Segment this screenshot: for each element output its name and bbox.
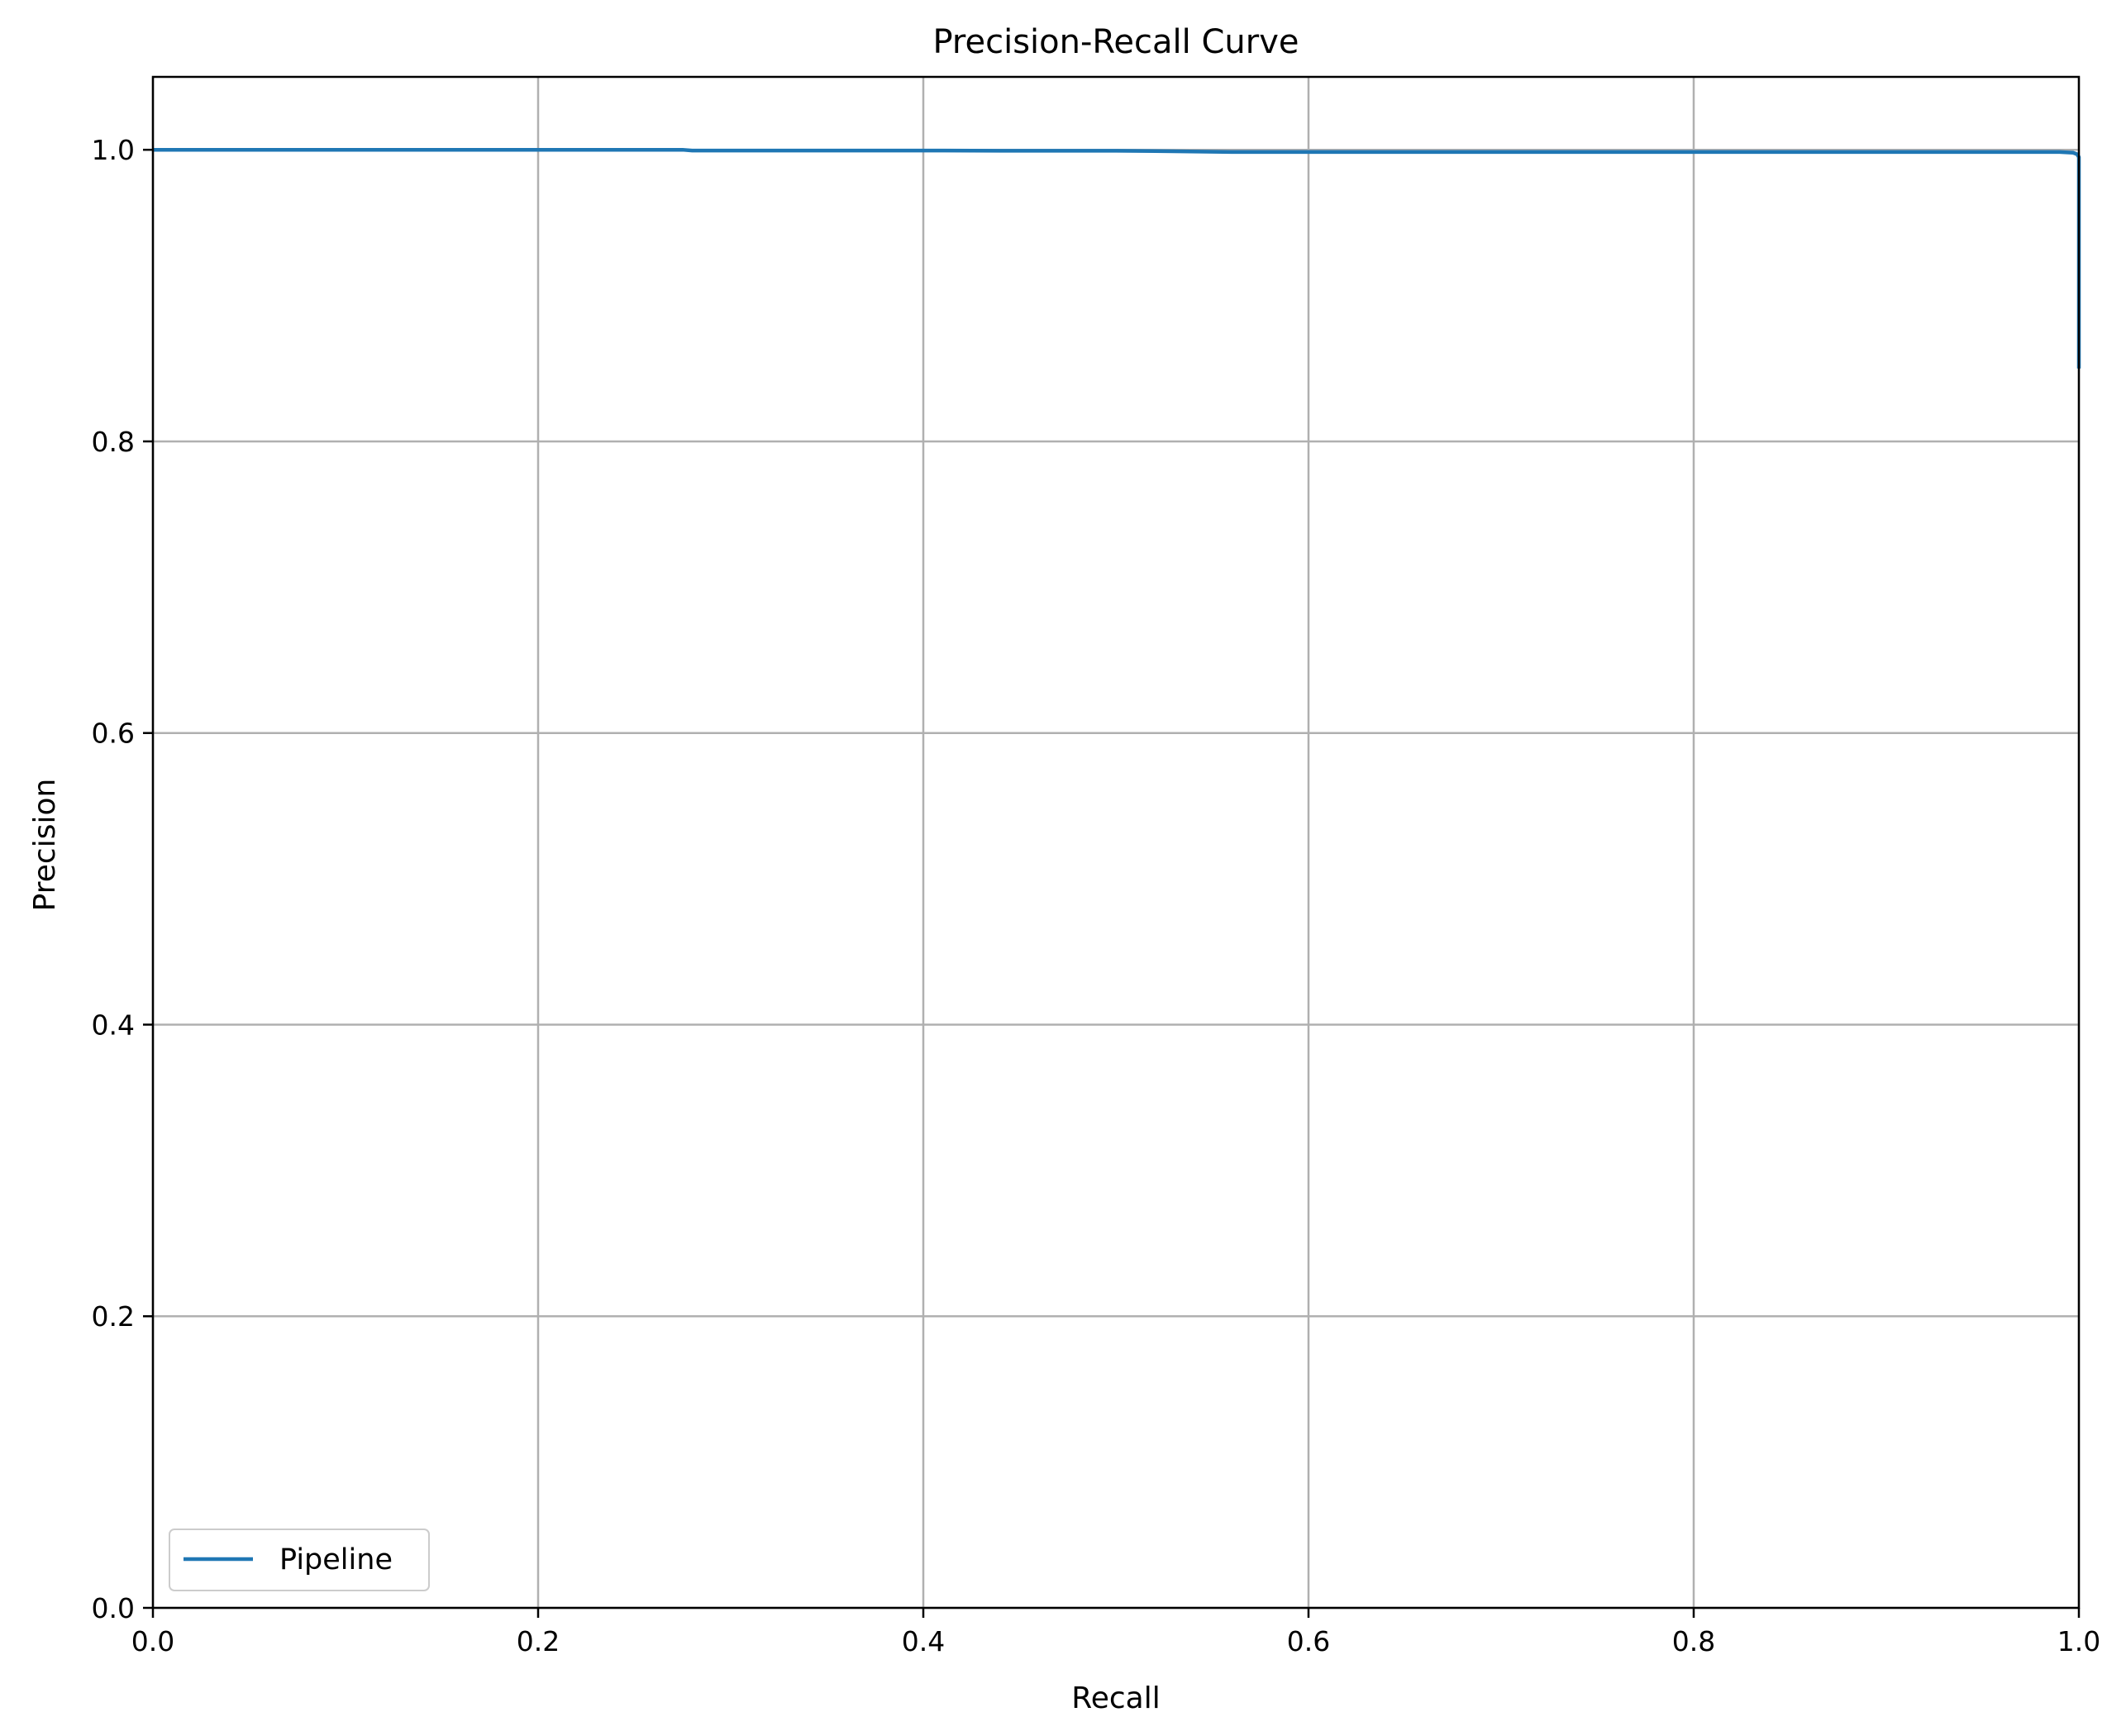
y-tick-label: 1.0 (92, 134, 135, 166)
y-tick-label: 0.0 (92, 1592, 135, 1624)
series-line-pipeline (153, 147, 2081, 369)
legend: Pipeline (169, 1529, 430, 1591)
chart-title: Precision-Recall Curve (933, 23, 1299, 61)
axes-frame (151, 75, 2081, 1610)
x-tick-label: 0.6 (1287, 1625, 1330, 1657)
ticks: 0.0 0.2 0.4 0.6 0.8 1.0 0.0 0.2 0.4 0.6 0.8 1.0 (92, 134, 2101, 1657)
y-tick-label: 0.8 (92, 426, 135, 458)
y-axis-title: Precision (28, 779, 62, 912)
legend-box (169, 1529, 430, 1591)
x-tick-label: 1.0 (2057, 1625, 2100, 1657)
x-tick-label: 0.2 (517, 1625, 560, 1657)
x-tick-label: 0.0 (131, 1625, 174, 1657)
series-layer (153, 147, 2081, 369)
grid-lines (151, 77, 2081, 1610)
x-axis-title: Recall (1071, 1681, 1160, 1715)
x-tick-label: 0.8 (1672, 1625, 1715, 1657)
plot-area (153, 77, 2079, 1608)
legend-label: Pipeline (279, 1543, 393, 1576)
y-tick-label: 0.4 (92, 1009, 135, 1041)
y-tick-label: 0.6 (92, 718, 135, 750)
y-tick-label: 0.2 (92, 1300, 135, 1333)
x-tick-label: 0.4 (902, 1625, 945, 1657)
